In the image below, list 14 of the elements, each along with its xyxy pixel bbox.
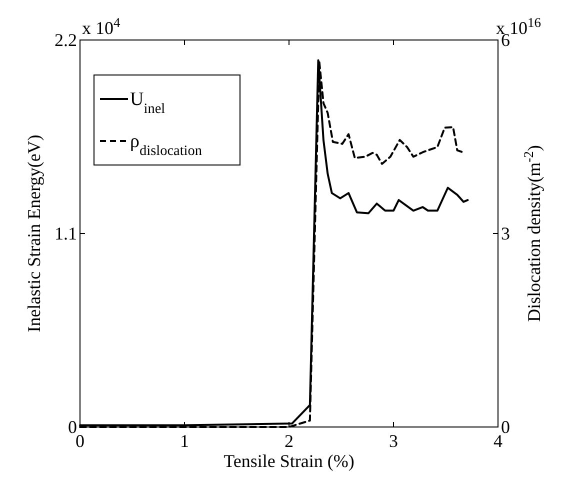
x-axis-title: Tensile Strain (%) (224, 451, 354, 471)
x-tick-label: 4 (494, 431, 502, 451)
legend-label: ρ$_{dislocation}$ (130, 131, 202, 159)
y2-tick-label: 0 (501, 417, 510, 437)
y-axis-title: Inelastic Strain Energy(eV) (24, 134, 44, 332)
x-tick-label: 3 (389, 431, 398, 451)
y-tick-label: 2.2 (54, 30, 77, 50)
y-tick-label: 0 (68, 417, 77, 437)
text: x 10$^{4}$ (82, 14, 120, 38)
y2-tick-label: 3 (501, 224, 510, 244)
y-tick-label: 1.1 (54, 224, 77, 244)
legend-label: U$_{inel}$ (130, 89, 166, 117)
x-tick-label: 1 (180, 431, 189, 451)
x-tick-label: 2 (284, 431, 294, 451)
